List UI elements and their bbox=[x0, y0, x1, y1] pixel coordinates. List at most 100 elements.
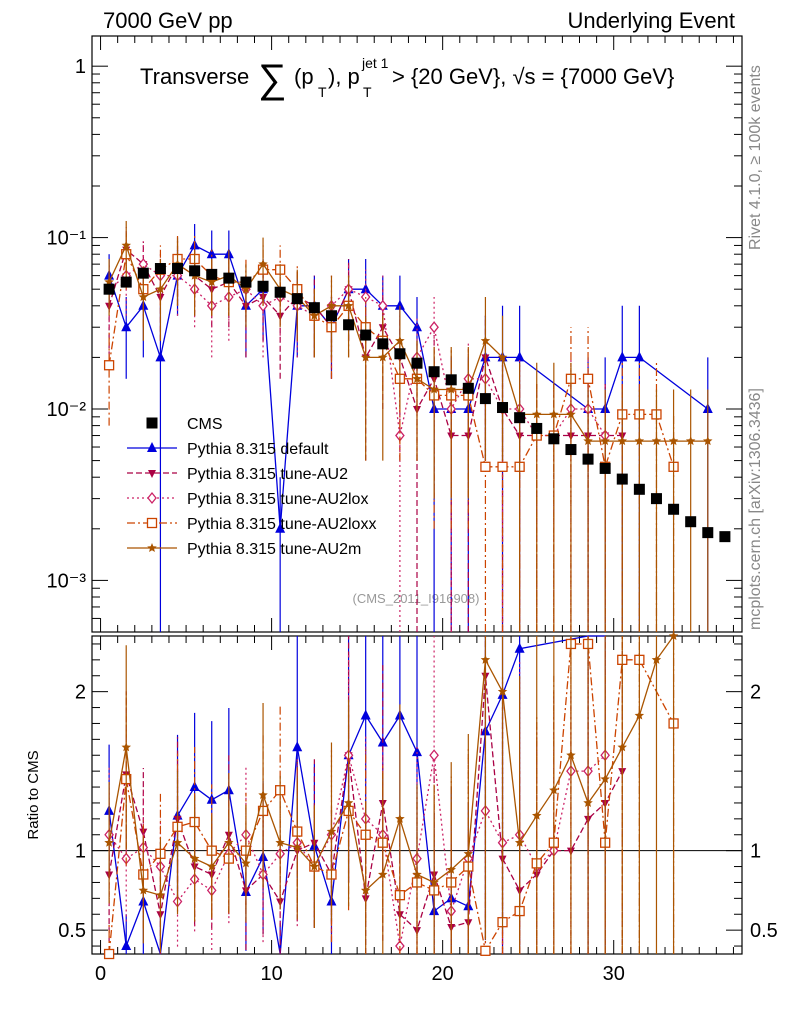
data-point bbox=[582, 373, 594, 384]
data-point bbox=[412, 373, 422, 383]
ratio-point bbox=[566, 750, 576, 760]
analysis-id-label: (CMS_2011_I916908) bbox=[353, 591, 480, 606]
cms-point bbox=[719, 531, 731, 543]
data-point bbox=[549, 409, 559, 419]
ratio-point bbox=[326, 826, 337, 836]
ratio-point bbox=[429, 877, 439, 887]
ratio-point bbox=[480, 945, 491, 956]
x-tick-label: 0 bbox=[95, 963, 106, 985]
series-line bbox=[108, 252, 675, 470]
cms-point bbox=[582, 453, 594, 465]
series-line bbox=[108, 244, 709, 529]
cms-point bbox=[565, 444, 577, 456]
data-point bbox=[514, 351, 525, 362]
data-point bbox=[138, 292, 149, 302]
ratio-line bbox=[108, 635, 606, 955]
series-5 bbox=[104, 220, 713, 954]
cms-point bbox=[291, 293, 303, 305]
ratio-tick-label-right: 2 bbox=[750, 682, 761, 704]
axes-group: 0 10 20 30 1 10⁻¹ 10⁻² 10⁻³ 0.5 0.5 1 1 2 2 bbox=[47, 36, 778, 985]
ratio-point bbox=[617, 742, 627, 752]
data-point bbox=[121, 321, 132, 332]
ratio-point bbox=[360, 709, 371, 720]
data-point bbox=[155, 351, 166, 362]
legend-marker bbox=[147, 543, 157, 552]
data-point bbox=[703, 436, 713, 446]
ratio-point bbox=[292, 741, 303, 752]
cms-point bbox=[548, 433, 560, 445]
data-point bbox=[258, 259, 268, 269]
y-tick-label: 10⁻² bbox=[47, 399, 87, 421]
cms-point bbox=[428, 366, 440, 378]
cms-point bbox=[103, 283, 115, 295]
ratio-tick-label: 0.5 bbox=[58, 920, 86, 942]
series-group bbox=[103, 220, 731, 960]
ratio-point bbox=[412, 869, 422, 879]
x-tick-label: 30 bbox=[603, 963, 625, 985]
data-point bbox=[395, 335, 405, 345]
data-point bbox=[497, 352, 508, 362]
ratio-point bbox=[139, 828, 148, 837]
data-point bbox=[446, 384, 456, 394]
ratio-point bbox=[189, 781, 200, 792]
cms-point bbox=[514, 412, 526, 424]
cms-point bbox=[120, 276, 132, 288]
cms-point bbox=[223, 272, 235, 284]
ratio-point bbox=[395, 813, 405, 823]
ratio-ylabel: Ratio to CMS bbox=[25, 750, 42, 839]
ratio-point bbox=[532, 810, 542, 820]
ratio-point bbox=[189, 853, 200, 863]
ratio-point bbox=[378, 869, 388, 879]
ratio-point bbox=[275, 837, 285, 847]
cms-point bbox=[497, 402, 509, 414]
cms-point bbox=[325, 310, 337, 322]
cms-point bbox=[462, 382, 474, 394]
cms-point bbox=[411, 357, 423, 369]
y-tick-label: 10⁻¹ bbox=[47, 228, 87, 250]
cms-point bbox=[274, 286, 286, 298]
data-point bbox=[412, 321, 422, 332]
data-point bbox=[600, 436, 610, 446]
ratio-point bbox=[583, 798, 593, 807]
cms-point bbox=[445, 374, 457, 386]
ratio-point bbox=[104, 837, 114, 847]
data-point bbox=[617, 351, 628, 362]
header-left-label: 7000 GeV pp bbox=[103, 8, 233, 33]
legend-marker bbox=[147, 491, 157, 505]
legend-label: Pythia 8.315 default bbox=[187, 441, 329, 458]
data-point bbox=[155, 284, 166, 294]
ratio-point bbox=[360, 885, 371, 895]
ratio-point bbox=[446, 864, 456, 874]
cms-point bbox=[172, 263, 184, 275]
x-tick-label: 20 bbox=[432, 963, 454, 985]
cms-point bbox=[189, 265, 201, 277]
cms-point bbox=[599, 462, 611, 474]
cms-point bbox=[308, 302, 320, 314]
data-point bbox=[480, 461, 491, 472]
ratio-point bbox=[241, 858, 251, 868]
data-point bbox=[617, 436, 627, 446]
legend: CMS Pythia 8.315 default Pythia 8.315 tune… bbox=[127, 416, 376, 558]
cms-point bbox=[616, 473, 628, 485]
cms-point bbox=[240, 276, 252, 288]
ratio-point bbox=[224, 837, 234, 847]
legend-label: Pythia 8.315 tune-AU2loxx bbox=[187, 516, 376, 533]
title-sub-t: T bbox=[318, 84, 327, 100]
cms-point bbox=[668, 503, 680, 515]
cms-point bbox=[633, 483, 645, 495]
title-mid: ), p bbox=[328, 64, 360, 89]
ratio-point bbox=[668, 631, 679, 640]
ratio-tick-label: 2 bbox=[75, 682, 86, 704]
data-point bbox=[377, 299, 388, 312]
x-tick-label: 10 bbox=[260, 963, 282, 985]
cms-point bbox=[702, 527, 714, 539]
ratio-line bbox=[108, 643, 675, 955]
ratio-point bbox=[412, 746, 422, 757]
ratio-point bbox=[549, 785, 559, 795]
data-point bbox=[668, 436, 679, 446]
data-point bbox=[206, 248, 217, 259]
title-open: (p bbox=[294, 64, 314, 89]
cms-point bbox=[360, 329, 372, 341]
data-point bbox=[497, 461, 508, 472]
cms-point bbox=[650, 493, 662, 505]
